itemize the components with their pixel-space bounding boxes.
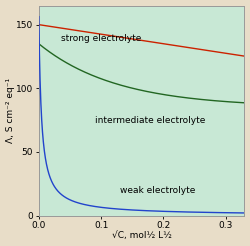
Y-axis label: Λ, S cm⁻² eq⁻¹: Λ, S cm⁻² eq⁻¹ (6, 78, 15, 143)
Text: strong electrolyte: strong electrolyte (60, 33, 141, 43)
Text: intermediate electrolyte: intermediate electrolyte (95, 116, 205, 124)
X-axis label: √C, mol½ L½: √C, mol½ L½ (112, 231, 172, 240)
Text: weak electrolyte: weak electrolyte (120, 185, 195, 195)
